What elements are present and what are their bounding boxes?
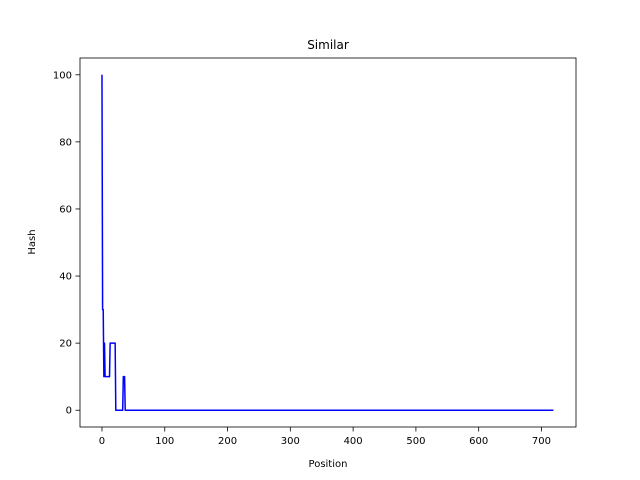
y-tick-label: 20 (59, 339, 72, 350)
x-tick-label: 0 (99, 436, 105, 447)
axes-frame (79, 57, 577, 428)
plot-area: 0 100 200 300 400 500 600 700 0 20 40 60 80 100 (53, 57, 577, 447)
x-tick-label: 700 (532, 436, 551, 447)
x-tick-label: 600 (469, 436, 488, 447)
y-axis-label: Hash (27, 229, 38, 254)
series-line-0 (101, 74, 554, 411)
y-tick-label: 60 (59, 204, 72, 215)
y-tick-label: 0 (66, 406, 72, 417)
x-tick-label: 400 (344, 436, 363, 447)
y-tick-label: 100 (53, 70, 72, 81)
y-tick-label: 80 (59, 137, 72, 148)
x-axis-label: Position (309, 459, 348, 470)
chart-title: Similar (307, 38, 349, 52)
x-tick-label: 500 (406, 436, 425, 447)
y-tick-label: 40 (59, 272, 72, 283)
x-tick-label: 300 (281, 436, 300, 447)
x-tick-label: 100 (155, 436, 174, 447)
x-tick-label: 200 (218, 436, 237, 447)
